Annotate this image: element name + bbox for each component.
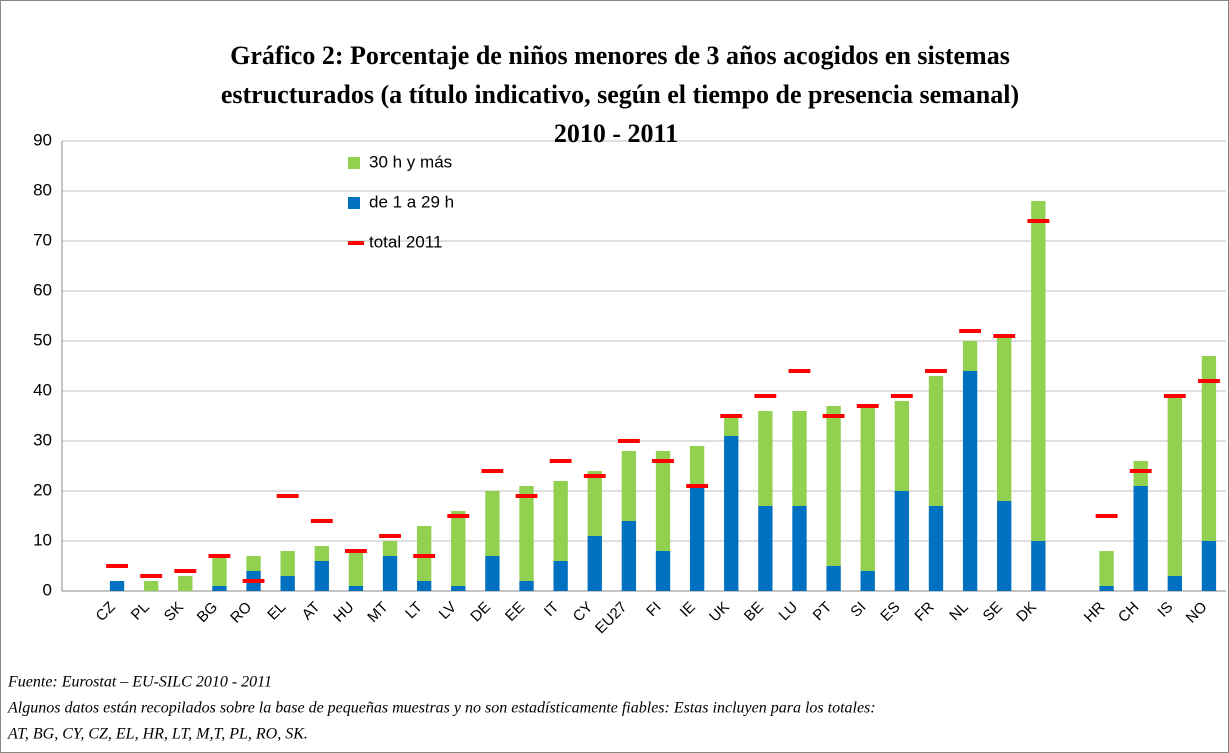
bar-segment: [451, 586, 466, 591]
bar-segment: [280, 551, 295, 576]
bar-segment: [1167, 396, 1182, 576]
footnote: Algunos datos están recopilados sobre la…: [7, 700, 876, 717]
bar-segment: [997, 336, 1012, 501]
legend-label: de 1 a 29 h: [369, 192, 454, 211]
footnote: AT, BG, CY, CZ, EL, HR, LT, M,T, PL, RO,…: [7, 726, 308, 743]
bar-segment: [485, 491, 500, 556]
bar-segment: [1167, 576, 1182, 591]
bar-segment: [1133, 486, 1148, 591]
bar-segment: [1201, 541, 1217, 591]
bar-segment: [689, 446, 705, 486]
bar-segment: [792, 411, 807, 506]
y-tick-label: 0: [43, 580, 52, 599]
chart-title: 2010 - 2011: [554, 119, 678, 148]
legend-label: total 2011: [369, 232, 442, 251]
bar-segment: [860, 406, 875, 571]
bar-segment: [416, 581, 432, 591]
bar-segment: [758, 506, 773, 591]
bar-segment: [1099, 586, 1114, 591]
bar-segment: [451, 511, 466, 586]
bar-segment: [382, 556, 398, 591]
bar-segment: [655, 551, 671, 591]
bar-segment: [826, 406, 841, 566]
bar-segment: [758, 411, 773, 506]
bar-segment: [1099, 551, 1114, 586]
bar-segment: [587, 471, 602, 536]
bar-segment: [928, 506, 944, 591]
y-tick-label: 80: [33, 180, 52, 199]
bar-segment: [792, 506, 807, 591]
bar-segment: [519, 581, 534, 591]
y-tick-label: 10: [33, 530, 52, 549]
bar-segment: [1133, 461, 1148, 486]
y-tick-label: 50: [33, 330, 52, 349]
footnote: Fuente: Eurostat – EU-SILC 2010 - 2011: [7, 674, 272, 691]
bar-segment: [485, 556, 500, 591]
bar-segment: [587, 536, 602, 591]
bar-segment: [724, 416, 739, 436]
legend-label: 30 h y más: [369, 152, 452, 171]
bar-segment: [314, 561, 329, 591]
bar-segment: [348, 586, 364, 591]
bar-segment: [724, 436, 739, 591]
bar-segment: [826, 566, 841, 591]
bar-segment: [1201, 356, 1217, 541]
bar-segment: [348, 551, 364, 586]
bar-segment: [553, 481, 568, 561]
bar-segment: [519, 486, 534, 581]
bar-segment: [178, 576, 193, 591]
bar-segment: [382, 541, 398, 556]
bar-segment: [144, 581, 159, 591]
bar-segment: [416, 526, 432, 581]
bar-segment: [655, 451, 671, 551]
bar-segment: [109, 581, 125, 591]
bar-segment: [962, 341, 978, 371]
bar-segment: [212, 586, 227, 591]
bar-segment: [553, 561, 568, 591]
bar-segment: [621, 521, 637, 591]
y-tick-label: 40: [33, 380, 52, 399]
bar-segment: [928, 376, 944, 506]
chart-title: Gráfico 2: Porcentaje de niños menores d…: [230, 41, 1010, 70]
legend-swatch: [348, 197, 360, 209]
bar-segment: [1031, 201, 1046, 541]
y-tick-label: 70: [33, 230, 52, 249]
bar-segment: [689, 486, 705, 591]
bar-segment: [1031, 541, 1046, 591]
y-tick-label: 20: [33, 480, 52, 499]
bar-segment: [314, 546, 329, 561]
bar-segment: [280, 576, 295, 591]
bar-segment: [246, 556, 261, 571]
bar-segment: [212, 556, 227, 586]
chart-title: estructurados (a título indicativo, segú…: [221, 80, 1019, 109]
legend-swatch: [348, 157, 360, 169]
bar-segment: [997, 501, 1012, 591]
bar-segment: [860, 571, 875, 591]
bar-segment: [894, 401, 910, 491]
y-tick-label: 60: [33, 280, 52, 299]
bar-segment: [962, 371, 978, 591]
y-tick-label: 30: [33, 430, 52, 449]
bar-segment: [621, 451, 637, 521]
y-tick-label: 90: [33, 130, 52, 149]
bar-segment: [894, 491, 910, 591]
